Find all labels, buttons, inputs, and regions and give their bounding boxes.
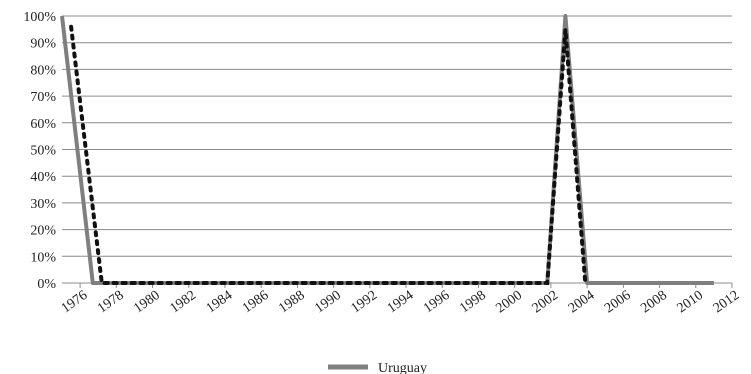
series-line-dotted xyxy=(69,24,588,285)
x-tick-label: 1986 xyxy=(240,288,272,316)
x-tick-label: 2000 xyxy=(493,288,525,316)
legend: Uruguay xyxy=(328,361,427,374)
y-tick-label: 100% xyxy=(23,10,56,25)
x-tick-label: 2006 xyxy=(602,288,634,316)
x-tick-label: 1984 xyxy=(204,288,236,316)
y-tick-label: 30% xyxy=(30,197,56,212)
x-tick-label: 1978 xyxy=(95,288,127,316)
y-tick-label: 90% xyxy=(30,37,56,52)
y-tick-label: 0% xyxy=(37,277,56,292)
x-tick-label: 1988 xyxy=(276,288,308,316)
x-tick-label: 1998 xyxy=(457,288,489,316)
y-tick-label: 40% xyxy=(30,170,56,185)
x-tick-label: 2002 xyxy=(530,288,562,316)
gridlines xyxy=(62,15,732,284)
x-tick-label: 2012 xyxy=(711,288,743,316)
y-tick-label: 20% xyxy=(30,224,56,239)
series-lines xyxy=(60,14,714,285)
x-tick-label: 2008 xyxy=(638,288,670,316)
x-axis-ticks: 1976 1978 1980 1982 1984 1986 1988 1990 1992 1994… xyxy=(59,283,742,316)
y-tick-label: 50% xyxy=(30,144,56,159)
y-tick-label: 10% xyxy=(30,250,56,265)
x-tick-label: 1980 xyxy=(131,288,163,316)
y-tick-label: 70% xyxy=(30,90,56,105)
y-tick-label: 80% xyxy=(30,63,56,78)
y-tick-label: 60% xyxy=(30,117,56,132)
x-tick-label: 2004 xyxy=(566,288,598,316)
x-tick-label: 1994 xyxy=(385,288,417,316)
x-tick-label: 1996 xyxy=(421,288,453,316)
x-tick-label: 1982 xyxy=(168,288,200,316)
legend-label-uruguay: Uruguay xyxy=(378,361,427,374)
x-tick-label: 2010 xyxy=(675,288,707,316)
x-tick-label: 1976 xyxy=(59,288,91,316)
x-tick-label: 1992 xyxy=(349,288,381,316)
x-tick-label: 1990 xyxy=(312,288,344,316)
y-axis-ticks: 0% 10% 20% 30% 40% 50% 60% 70% 80% 90% 100% xyxy=(23,10,56,292)
